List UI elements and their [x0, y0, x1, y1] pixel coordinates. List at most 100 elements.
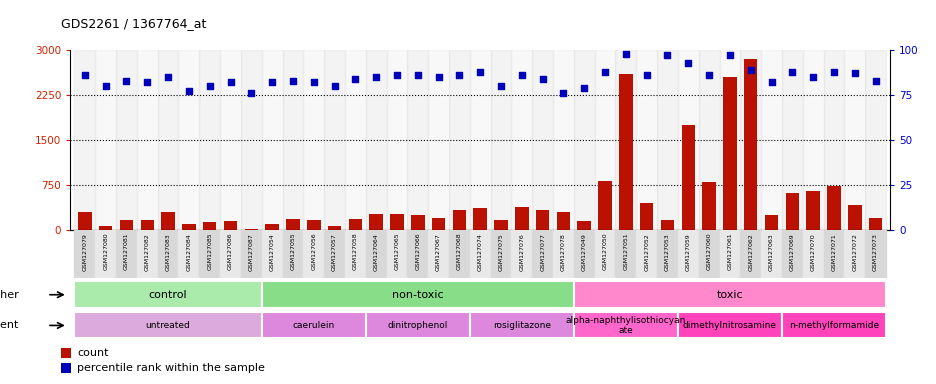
- Point: [285, 78, 300, 84]
- Text: percentile rank within the sample: percentile rank within the sample: [77, 363, 265, 373]
- Text: GSM127073: GSM127073: [872, 233, 877, 271]
- Bar: [428, 230, 448, 278]
- Bar: [140, 220, 154, 230]
- Bar: [782, 312, 885, 338]
- Point: [78, 72, 93, 78]
- Text: GDS2261 / 1367764_at: GDS2261 / 1367764_at: [61, 17, 206, 30]
- Point: [514, 72, 529, 78]
- Text: agent: agent: [0, 320, 19, 331]
- Bar: [157, 50, 178, 230]
- Bar: [556, 212, 570, 230]
- Bar: [74, 312, 261, 338]
- Text: alpha-naphthylisothiocyan
ate: alpha-naphthylisothiocyan ate: [565, 316, 685, 335]
- Bar: [307, 220, 320, 230]
- Bar: [490, 50, 511, 230]
- Text: GSM127057: GSM127057: [331, 233, 337, 271]
- Bar: [782, 230, 802, 278]
- Text: GSM127054: GSM127054: [270, 233, 274, 271]
- Text: GSM127077: GSM127077: [539, 233, 545, 271]
- Bar: [61, 363, 71, 373]
- Bar: [137, 230, 157, 278]
- Bar: [261, 312, 365, 338]
- Bar: [74, 50, 95, 230]
- Text: count: count: [77, 348, 109, 358]
- Bar: [365, 312, 469, 338]
- Bar: [532, 50, 552, 230]
- Bar: [182, 224, 196, 230]
- Text: GSM127065: GSM127065: [394, 233, 399, 270]
- Bar: [764, 215, 778, 230]
- Bar: [864, 50, 885, 230]
- Bar: [806, 191, 819, 230]
- Bar: [739, 230, 760, 278]
- Text: n-methylformamide: n-methylformamide: [788, 321, 878, 330]
- Text: GSM127055: GSM127055: [290, 233, 295, 270]
- Bar: [99, 225, 112, 230]
- Point: [763, 79, 778, 86]
- Point: [701, 72, 716, 78]
- Point: [555, 90, 570, 96]
- Point: [327, 83, 342, 89]
- Text: GSM127056: GSM127056: [311, 233, 316, 270]
- Text: GSM127080: GSM127080: [103, 233, 108, 270]
- Bar: [448, 230, 469, 278]
- Point: [431, 74, 446, 80]
- Bar: [241, 50, 261, 230]
- Bar: [636, 230, 656, 278]
- Bar: [78, 212, 92, 230]
- Bar: [573, 281, 885, 308]
- Bar: [199, 50, 220, 230]
- Point: [805, 74, 820, 80]
- Text: GSM127087: GSM127087: [249, 233, 254, 271]
- Bar: [61, 348, 71, 358]
- Text: non-toxic: non-toxic: [391, 290, 443, 300]
- Bar: [469, 230, 490, 278]
- Bar: [74, 230, 95, 278]
- Bar: [303, 50, 324, 230]
- Point: [202, 83, 217, 89]
- Bar: [224, 221, 237, 230]
- Bar: [535, 210, 548, 230]
- Bar: [594, 50, 615, 230]
- Text: control: control: [149, 290, 187, 300]
- Bar: [407, 230, 428, 278]
- Text: untreated: untreated: [145, 321, 190, 330]
- Bar: [285, 219, 300, 230]
- Bar: [220, 50, 241, 230]
- Bar: [473, 208, 487, 230]
- Bar: [639, 203, 652, 230]
- Bar: [619, 74, 632, 230]
- Bar: [552, 50, 573, 230]
- Text: GSM127086: GSM127086: [227, 233, 233, 270]
- Text: GSM127081: GSM127081: [124, 233, 129, 270]
- Bar: [847, 205, 860, 230]
- Point: [784, 68, 799, 74]
- Point: [493, 83, 508, 89]
- Bar: [324, 50, 344, 230]
- Bar: [283, 50, 303, 230]
- Point: [867, 78, 882, 84]
- Bar: [493, 220, 507, 230]
- Bar: [698, 50, 719, 230]
- Text: GSM127078: GSM127078: [561, 233, 565, 271]
- Point: [597, 68, 612, 74]
- Bar: [161, 212, 175, 230]
- Point: [742, 67, 757, 73]
- Text: GSM127076: GSM127076: [519, 233, 524, 271]
- Bar: [677, 50, 698, 230]
- Bar: [719, 50, 739, 230]
- Bar: [369, 214, 383, 230]
- Bar: [265, 224, 279, 230]
- Bar: [843, 50, 864, 230]
- Text: GSM127059: GSM127059: [685, 233, 690, 271]
- Bar: [490, 230, 511, 278]
- Bar: [448, 50, 469, 230]
- Bar: [116, 230, 137, 278]
- Point: [826, 68, 841, 74]
- Point: [223, 79, 238, 86]
- Text: GSM127067: GSM127067: [435, 233, 441, 271]
- Bar: [95, 50, 116, 230]
- Text: GSM127058: GSM127058: [353, 233, 358, 270]
- Bar: [344, 50, 365, 230]
- Point: [306, 79, 321, 86]
